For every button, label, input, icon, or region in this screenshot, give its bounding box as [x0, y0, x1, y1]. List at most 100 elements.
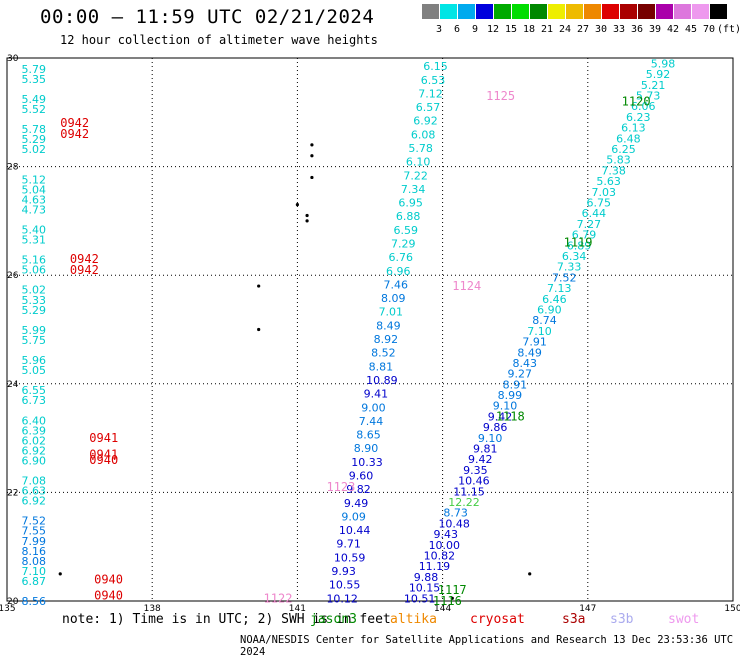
color-swatch	[674, 4, 691, 19]
wave-height-value: 5.78	[408, 142, 433, 155]
pass-time-label: 1117	[438, 583, 467, 597]
wave-height-value: 7.08	[22, 475, 47, 488]
wave-height-value: 8.99	[498, 389, 523, 402]
wave-height-value: 6.53	[421, 74, 446, 87]
color-swatch	[512, 4, 529, 19]
wave-height-value: 10.89	[366, 374, 398, 387]
wave-height-value: 4.63	[22, 193, 47, 206]
pass-time-label: 1122	[264, 591, 293, 605]
pass-time-label: 1116	[433, 594, 462, 608]
wave-height-value: 9.00	[361, 401, 386, 414]
color-scale-label: 33	[612, 24, 626, 35]
wave-height-value: 10.12	[326, 592, 358, 605]
wave-height-value: 11.15	[453, 485, 485, 498]
pass-time-label: 1118	[496, 409, 525, 423]
wave-height-value: 8.73	[443, 507, 468, 520]
wave-height-value: 7.99	[22, 535, 47, 548]
wave-height-value: 6.90	[22, 454, 47, 467]
lat-tick-label: 26	[7, 271, 19, 281]
color-swatch	[638, 4, 655, 19]
color-swatch	[656, 4, 673, 19]
wave-height-value: 6.15	[423, 60, 448, 73]
wave-height-value: 10.00	[429, 539, 461, 552]
pass-time-label: 0941	[89, 447, 118, 461]
pass-time-label: 0940	[94, 572, 123, 586]
wave-height-value: 7.46	[384, 278, 409, 291]
wave-height-value: 7.27	[577, 218, 602, 231]
pass-time-label: 0942	[60, 116, 89, 130]
wave-height-value: 9.42	[488, 410, 513, 423]
wave-height-value: 7.13	[547, 282, 572, 295]
color-swatch	[710, 4, 727, 19]
wave-height-value: 5.35	[22, 73, 47, 86]
wave-height-value: 6.48	[616, 132, 641, 145]
color-scale-label: 9	[471, 24, 479, 35]
wave-height-value: 10.33	[351, 456, 383, 469]
pass-time-label: 1119	[564, 236, 593, 250]
wave-height-value: 10.59	[334, 551, 366, 564]
wave-height-value: 8.49	[517, 346, 542, 359]
wave-height-value: 5.40	[22, 224, 47, 237]
wave-height-value: 6.40	[22, 414, 47, 427]
color-scale-label: 36	[630, 24, 644, 35]
wave-height-value: 10.55	[329, 579, 361, 592]
wave-height-value: 6.79	[572, 229, 597, 242]
wave-height-value: 5.96	[22, 354, 47, 367]
wave-height-value: 10.15	[409, 582, 441, 595]
wave-height-value: 7.10	[527, 325, 552, 338]
pass-time-label: 0942	[70, 252, 99, 266]
wave-height-value: 6.90	[537, 303, 562, 316]
map-frame	[6, 57, 734, 602]
wave-height-value: 10.44	[339, 524, 371, 537]
wave-height-value: 5.63	[596, 175, 621, 188]
wave-height-value: 4.73	[22, 203, 47, 216]
color-scale-label: 24	[558, 24, 572, 35]
island-icon	[310, 175, 314, 180]
wave-height-value: 6.89	[567, 239, 592, 252]
wave-height-value: 8.56	[22, 595, 47, 608]
wave-height-value: 6.06	[631, 100, 656, 113]
pass-time-label: 1125	[486, 89, 515, 103]
wave-height-value: 5.05	[22, 364, 47, 377]
wave-height-value: 7.55	[22, 525, 47, 538]
wave-height-value: 5.33	[22, 294, 47, 307]
wave-height-value: 5.04	[22, 183, 47, 196]
island-icon	[295, 203, 299, 207]
pass-time-label: 1120	[622, 94, 651, 108]
wave-height-value: 5.02	[22, 284, 47, 297]
wave-height-value: 8.91	[503, 378, 527, 391]
wave-height-value: 6.96	[386, 265, 411, 278]
wave-height-value: 6.08	[411, 128, 436, 141]
wave-height-value: 5.29	[22, 304, 47, 317]
wave-height-value: 8.92	[374, 333, 399, 346]
wave-height-value: 6.39	[22, 424, 47, 437]
color-scale-label: 45	[684, 24, 698, 35]
wave-height-value: 6.44	[582, 207, 607, 220]
wave-height-value: 6.92	[413, 115, 438, 128]
pass-time-label: 0940	[89, 453, 118, 467]
wave-height-value: 6.87	[22, 575, 47, 588]
pass-time-label: 1123	[326, 480, 355, 494]
wave-height-value: 5.75	[22, 334, 47, 347]
wave-height-value: 11.19	[419, 560, 451, 573]
lat-tick-label: 20	[7, 597, 19, 607]
color-scale-label: 21	[540, 24, 554, 35]
color-scale-label: 70	[702, 24, 716, 35]
footer-note: note: 1) Time is in UTC; 2) SWH is in fe…	[62, 612, 391, 627]
lat-tick-label: 28	[7, 163, 19, 173]
wave-height-value: 7.33	[557, 261, 582, 274]
lat-tick-label: 22	[7, 488, 18, 498]
wave-height-value: 9.35	[463, 464, 488, 477]
wave-height-value: 6.46	[542, 293, 567, 306]
footer-credit: NOAA/NESDIS Center for Satellite Applica…	[240, 634, 734, 658]
satellite-legend-jason3: jason3	[310, 612, 357, 627]
wave-height-value: 6.55	[22, 384, 47, 397]
lon-tick-label: 141	[289, 604, 306, 614]
island-icon	[257, 327, 261, 332]
color-swatch	[602, 4, 619, 19]
satellite-legend-s3a: s3a	[562, 612, 586, 627]
satellite-legend-swot: swot	[668, 612, 700, 627]
wave-height-value: 7.52	[22, 515, 47, 528]
color-scale-label: 39	[648, 24, 662, 35]
lon-tick-label: 135	[0, 604, 16, 614]
